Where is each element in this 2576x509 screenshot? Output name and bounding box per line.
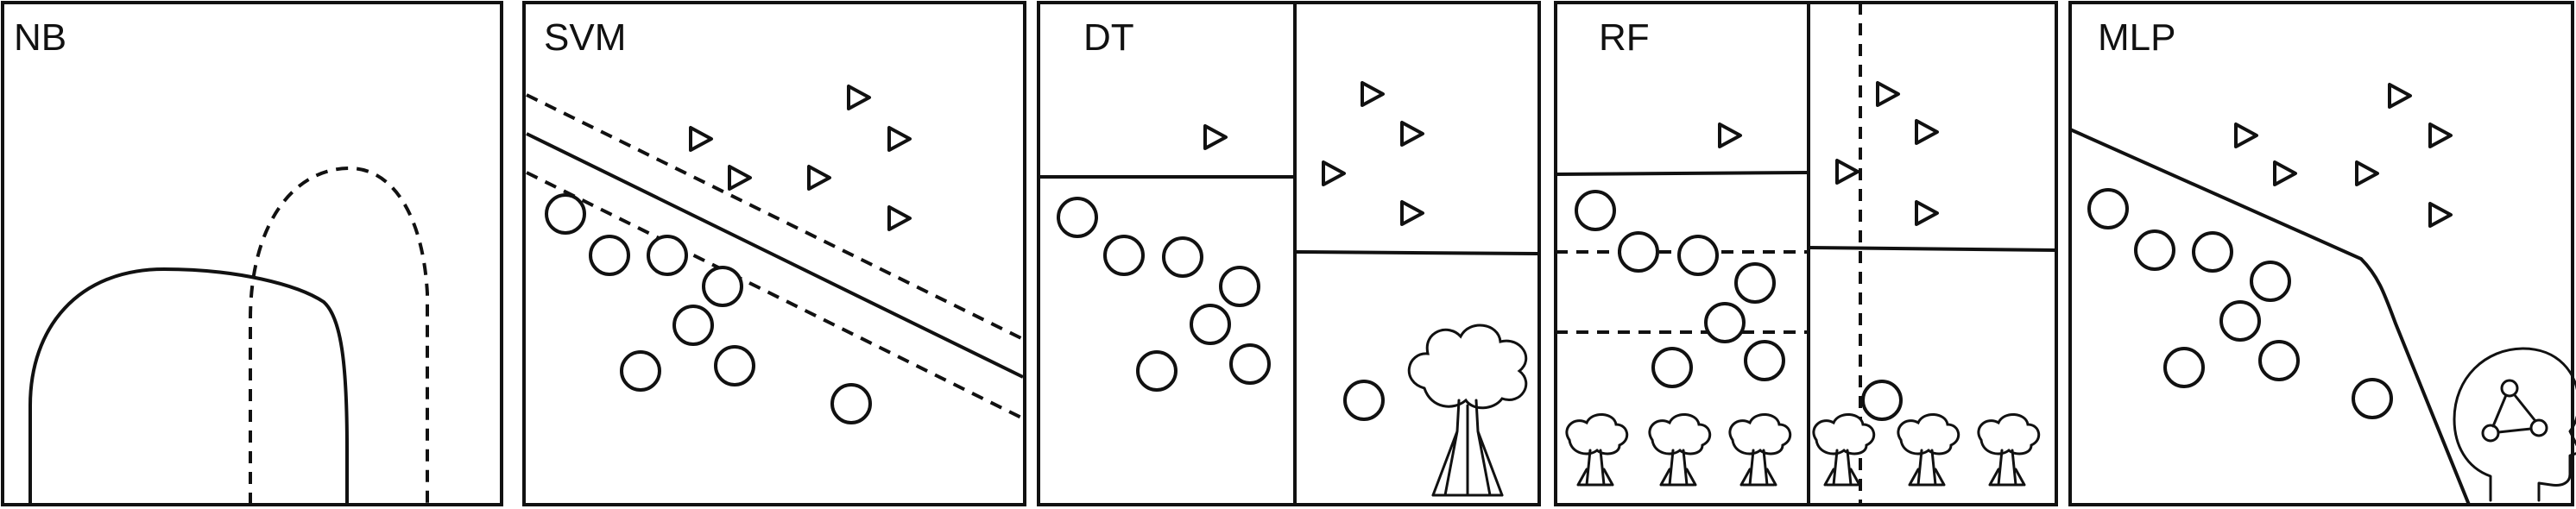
circle-point <box>1677 235 1719 276</box>
nb-class-distribution-dashed <box>249 166 429 505</box>
triangle-point <box>1915 119 1939 145</box>
circle-point <box>2258 340 2300 381</box>
triangle-point <box>887 126 912 152</box>
circle-point <box>1618 231 1659 273</box>
panel-rf: RF <box>1554 1 2058 506</box>
panel-dt: DT <box>1037 1 1541 506</box>
circle-point <box>2134 229 2175 271</box>
head-network-icon <box>2453 347 2576 502</box>
circle-point <box>589 235 630 276</box>
dt-circle-points <box>1057 197 1385 421</box>
triangle-point <box>2428 123 2453 148</box>
circle-point <box>2352 378 2393 419</box>
circle-point <box>2163 347 2205 388</box>
triangle-point <box>2388 83 2412 109</box>
circle-point <box>1651 347 1693 388</box>
circle-point <box>1219 266 1260 307</box>
mlp-circle-points <box>2087 188 2393 419</box>
triangle-point <box>2355 160 2379 186</box>
panel-svm-frame <box>522 1 1026 506</box>
circle-point <box>1229 343 1271 385</box>
circle-point <box>545 193 586 235</box>
rf-triangle-points <box>1718 81 1939 226</box>
panel-nb: NB <box>1 1 503 506</box>
panel-title-dt: DT <box>1083 16 1134 59</box>
circle-point <box>830 383 872 424</box>
circle-point <box>1103 235 1145 276</box>
circle-point <box>1162 236 1203 278</box>
triangle-point <box>1361 81 1385 107</box>
panel-title-svm: SVM <box>544 16 626 59</box>
small-tree-icon <box>1648 413 1712 487</box>
circle-point <box>1057 197 1098 238</box>
triangle-point <box>1400 121 1424 147</box>
mlp-decision-boundary <box>2069 128 2471 506</box>
triangle-point <box>2273 160 2297 186</box>
rf-circle-points <box>1575 190 1903 421</box>
circle-point <box>2250 261 2291 302</box>
triangle-point <box>1322 160 1346 186</box>
circle-point <box>702 266 743 307</box>
circle-point <box>672 305 714 346</box>
triangle-point <box>728 165 752 191</box>
triangle-point <box>1203 124 1228 150</box>
small-tree-icon <box>1728 413 1792 487</box>
circle-point <box>2192 231 2233 273</box>
panel-svm: SVM <box>522 1 1026 506</box>
small-tree-icon <box>1812 413 1876 487</box>
triangle-point <box>2428 202 2453 228</box>
triangle-point <box>1718 123 1742 148</box>
small-tree-icon <box>1897 413 1960 487</box>
small-tree-icons <box>1565 413 2041 487</box>
triangle-point <box>689 126 713 152</box>
svm-decision-boundary <box>526 132 1024 379</box>
rf-split-right-horizontal <box>1808 246 2057 252</box>
triangle-point <box>1876 81 1900 107</box>
panel-mlp-frame <box>2068 1 2574 506</box>
small-tree-icon <box>1565 413 1629 487</box>
triangle-point <box>807 165 831 191</box>
svm-upper-margin <box>526 93 1024 341</box>
mlp-triangle-points <box>2234 83 2453 228</box>
dt-split-right-horizontal <box>1294 250 1540 255</box>
tree-icon <box>1407 324 1528 497</box>
triangle-point <box>887 205 912 231</box>
circle-point <box>1343 380 1385 421</box>
nb-class-distribution-solid <box>28 267 349 505</box>
circle-point <box>2219 300 2261 342</box>
circle-point <box>1861 380 1903 421</box>
circle-point <box>1190 304 1231 345</box>
circle-point <box>1575 190 1616 231</box>
triangle-point <box>2234 123 2258 148</box>
circle-point <box>620 350 661 392</box>
svm-triangle-points <box>689 85 912 231</box>
triangle-point <box>847 85 871 110</box>
svm-lower-margin <box>526 171 1024 420</box>
circle-point <box>2087 188 2129 229</box>
circle-point <box>647 235 688 276</box>
panel-title-nb: NB <box>14 16 66 59</box>
circle-point <box>1744 340 1785 381</box>
dt-triangle-points <box>1203 81 1424 226</box>
rf-split-left-horizontal <box>1555 171 1809 176</box>
circle-point <box>1136 350 1178 392</box>
triangle-point <box>1400 200 1424 226</box>
triangle-point <box>1915 200 1939 226</box>
panel-title-rf: RF <box>1599 16 1650 59</box>
circle-point <box>714 345 755 386</box>
svm-circle-points <box>545 193 872 424</box>
triangle-point <box>1835 159 1859 185</box>
panel-mlp: MLP <box>2068 1 2576 506</box>
circle-point <box>1734 262 1776 304</box>
small-tree-icon <box>1977 413 2041 487</box>
circle-point <box>1704 302 1746 343</box>
panel-title-mlp: MLP <box>2098 16 2175 59</box>
